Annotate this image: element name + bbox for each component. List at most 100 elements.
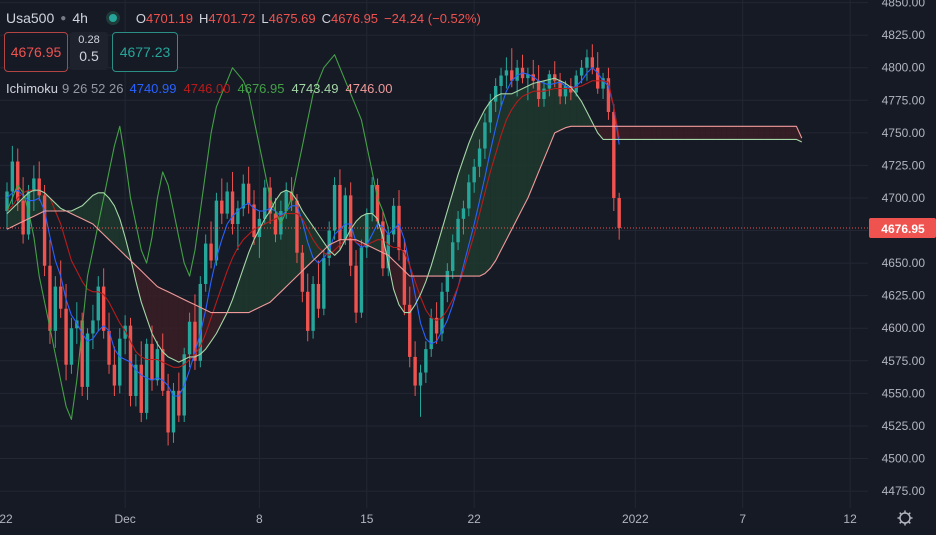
open-value: O4701.19 xyxy=(135,10,194,26)
price-axis-label: 4775.00 xyxy=(882,93,926,107)
cloud-segment xyxy=(506,93,512,240)
price-axis-label: 4525.00 xyxy=(882,419,926,433)
candle-body xyxy=(16,161,20,201)
candle-body xyxy=(112,364,117,386)
candle-body xyxy=(547,74,552,89)
last-price-label-bg xyxy=(869,218,936,239)
spread-top-value: 0.28 xyxy=(78,34,100,46)
candle-body xyxy=(177,390,181,416)
candle-body xyxy=(370,184,374,214)
indicator-legend[interactable]: Ichimoku 9 26 52 26 4740.99 4746.00 4676… xyxy=(6,81,399,96)
candle-body xyxy=(386,234,390,269)
candle-body xyxy=(236,208,240,225)
candle-body xyxy=(80,320,84,387)
buy-button[interactable]: 4677.23 xyxy=(112,32,178,72)
cloud-segment xyxy=(463,143,469,277)
price-axis-label: 4625.00 xyxy=(882,289,926,303)
cloud-segment xyxy=(791,126,797,140)
cloud-segment xyxy=(597,126,604,140)
candle-body xyxy=(515,67,519,81)
indicator-params: 9 26 52 26 xyxy=(62,81,124,96)
cloud-segment xyxy=(721,126,727,140)
cloud-segment xyxy=(774,126,781,140)
cloud-segment xyxy=(629,126,636,140)
cloud-segment xyxy=(318,234,324,256)
leading-span-a-value: 4743.49 xyxy=(291,81,339,96)
sell-button[interactable]: 4676.95 xyxy=(4,32,68,72)
price-axis-label: 4575.00 xyxy=(882,354,926,368)
candle-body xyxy=(612,112,616,198)
cloud-segment xyxy=(651,126,657,140)
candle-body xyxy=(53,286,58,331)
cloud-segment xyxy=(76,205,83,219)
separator-dot-icon: ● xyxy=(60,12,67,24)
candle-body xyxy=(21,200,25,235)
cloud-segment xyxy=(640,126,647,140)
candle-body xyxy=(354,265,358,313)
candle-body xyxy=(483,122,487,149)
candle-body xyxy=(327,230,331,258)
price-change: −24.24 (−0.52%) xyxy=(384,10,481,26)
candle-body xyxy=(37,178,41,196)
candle-body xyxy=(246,183,251,205)
cloud-segment xyxy=(549,78,555,146)
cloud-segment xyxy=(764,126,770,140)
candle-body xyxy=(203,243,208,284)
timeframe-label[interactable]: 4h xyxy=(72,10,88,26)
cloud-segment xyxy=(646,126,652,140)
cloud-segment xyxy=(726,126,732,140)
high-value: H4701.72 xyxy=(199,10,256,26)
symbol-legend: Usa500 ● 4h O4701.19 H4701.72 L4675.69 C… xyxy=(6,8,481,28)
cloud-segment xyxy=(356,216,362,243)
candle-body xyxy=(59,286,63,309)
candle-body xyxy=(574,75,578,93)
candle-body xyxy=(477,148,482,167)
time-axis-label: 8 xyxy=(256,512,263,526)
cloud-segment xyxy=(753,126,759,140)
candle-body xyxy=(193,321,197,361)
cloud-segment xyxy=(178,296,185,363)
candle-body xyxy=(579,67,584,76)
candle-body xyxy=(257,218,262,238)
indicator-name[interactable]: Ichimoku xyxy=(6,81,59,96)
cloud-segment xyxy=(731,126,738,140)
cloud-segment xyxy=(667,126,673,140)
price-axis-label: 4800.00 xyxy=(882,61,926,75)
candle-body xyxy=(42,195,47,266)
price-axis-label: 4500.00 xyxy=(882,452,926,466)
candle-body xyxy=(128,325,133,396)
cloud-segment xyxy=(769,126,775,140)
price-axis-label: 4850.00 xyxy=(882,0,926,10)
cloud-segment xyxy=(678,126,684,140)
gear-icon[interactable] xyxy=(897,510,913,526)
candle-body xyxy=(10,161,15,192)
symbol-name[interactable]: Usa500 xyxy=(6,10,55,26)
cloud-segment xyxy=(737,126,743,140)
cloud-segment xyxy=(624,126,630,140)
cloud-segment xyxy=(662,126,668,140)
conversion-line xyxy=(6,67,620,397)
last-price-label: 4676.95 xyxy=(881,222,925,236)
cloud-segment xyxy=(431,247,437,277)
cloud-segment xyxy=(710,126,716,140)
candle-body xyxy=(252,204,256,238)
candle-body xyxy=(590,57,595,68)
cloud-segment xyxy=(286,190,292,287)
cloud-segment xyxy=(458,158,464,277)
cloud-segment xyxy=(372,213,378,251)
cloud-segment xyxy=(151,281,158,344)
candle-body xyxy=(429,317,433,350)
cloud-segment xyxy=(635,126,641,140)
cloud-segment xyxy=(205,310,212,350)
candle-body xyxy=(445,270,450,292)
candle-body xyxy=(48,265,52,331)
candle-body xyxy=(225,191,229,214)
close-value: C4676.95 xyxy=(321,10,379,26)
base-line xyxy=(6,80,620,368)
candle-body xyxy=(144,343,149,413)
candle-body xyxy=(553,74,557,81)
cloud-segment xyxy=(619,126,625,140)
candle-body xyxy=(343,195,348,240)
